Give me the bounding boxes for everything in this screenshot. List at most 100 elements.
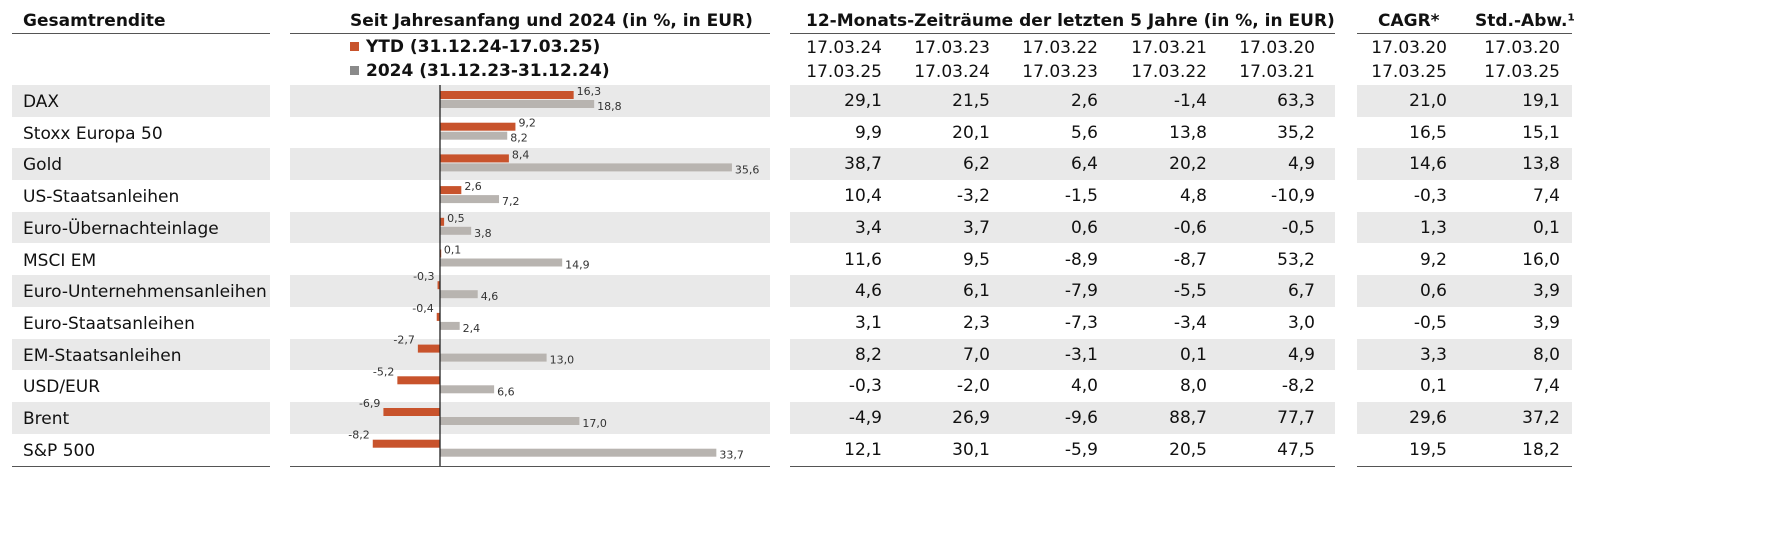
cagr-value: -0,3: [1413, 186, 1447, 207]
bar-ytd-4: [440, 217, 445, 226]
bar-2024-4: [440, 226, 472, 235]
cagr-value: 3,3: [1419, 344, 1447, 365]
row-band: [1357, 402, 1572, 434]
label-2024-5: 14,9: [565, 259, 590, 272]
period-value: 7,0: [962, 344, 990, 365]
period-value: 13,8: [1169, 122, 1207, 143]
label-ytd-8: -2,7: [393, 334, 414, 347]
bar-ytd-0: [440, 91, 574, 99]
rule-periods-top: [790, 33, 1335, 34]
row-band: [12, 148, 270, 181]
period-value: 26,9: [952, 408, 990, 428]
cagr-value: 0,1: [1419, 376, 1447, 397]
cagr-col-to-1: 17.03.25: [1484, 62, 1560, 82]
legend-label-ytd: YTD (31.12.24-17.03.25): [366, 37, 601, 57]
period-value: 6,2: [962, 154, 990, 175]
bar-ytd-6: [437, 281, 440, 290]
label-2024-2: 35,6: [735, 163, 760, 176]
std-value: 8,0: [1532, 344, 1560, 365]
period-from-2: 17.03.22: [1022, 38, 1098, 58]
cagr-value: 21,0: [1409, 91, 1447, 111]
label-2024-4: 3,8: [474, 227, 492, 240]
row-label: Euro-Unternehmensanleihen: [23, 282, 267, 303]
std-value: 7,4: [1532, 186, 1560, 207]
label-2024-7: 2,4: [463, 322, 481, 335]
label-ytd-6: -0,3: [413, 270, 434, 283]
label-2024-0: 18,8: [597, 100, 622, 113]
cagr-value: 29,6: [1409, 408, 1447, 428]
row-band: [290, 211, 770, 244]
bar-ytd-9: [397, 376, 440, 385]
bar-ytd-11: [372, 439, 440, 448]
period-value: -3,4: [1173, 312, 1207, 333]
bar-ytd-3: [440, 186, 462, 195]
rule-cagr-top: [1357, 33, 1572, 34]
bar-2024-11: [440, 448, 717, 457]
period-to-2: 17.03.23: [1022, 62, 1098, 82]
bar-2024-10: [440, 417, 580, 425]
row-label: EM-Staatsanleihen: [23, 345, 182, 366]
period-value: 20,5: [1169, 439, 1207, 460]
period-value: 3,0: [1287, 312, 1315, 333]
period-value: -7,3: [1064, 312, 1098, 333]
period-value: 3,7: [962, 217, 990, 238]
header-cagr: CAGR*: [1378, 11, 1440, 31]
cagr-value: 16,5: [1409, 122, 1447, 143]
period-value: -3,2: [956, 186, 990, 207]
bar-2024-7: [440, 321, 460, 330]
period-value: -8,2: [1281, 376, 1315, 397]
bar-2024-9: [440, 385, 495, 394]
period-to-4: 17.03.21: [1239, 62, 1315, 82]
period-value: 9,5: [962, 249, 990, 270]
period-value: 88,7: [1169, 408, 1207, 428]
row-band: [12, 338, 270, 371]
label-2024-9: 6,6: [497, 385, 515, 398]
period-value: -5,5: [1173, 281, 1207, 302]
period-from-1: 17.03.23: [914, 38, 990, 58]
row-label: DAX: [23, 92, 60, 112]
cagr-value: 14,6: [1409, 154, 1447, 175]
period-value: 53,2: [1277, 249, 1315, 270]
period-to-0: 17.03.25: [806, 62, 882, 82]
period-value: 30,1: [952, 439, 990, 460]
period-value: 3,4: [854, 217, 882, 238]
period-value: 6,4: [1070, 154, 1098, 175]
std-value: 0,1: [1532, 217, 1560, 238]
period-value: 2,3: [962, 312, 990, 333]
cagr-col-from-0: 17.03.20: [1371, 38, 1447, 58]
period-value: 8,2: [854, 344, 882, 365]
period-value: 4,0: [1070, 376, 1098, 397]
period-value: -0,5: [1281, 217, 1315, 238]
row-label: Euro-Übernachteinlage: [23, 218, 219, 239]
period-to-1: 17.03.24: [914, 62, 990, 82]
label-ytd-2: 8,4: [512, 148, 530, 161]
label-ytd-5: 0,1: [444, 244, 462, 257]
cagr-value: 0,6: [1419, 281, 1447, 302]
period-value: -7,9: [1064, 281, 1098, 302]
std-value: 15,1: [1522, 122, 1560, 143]
cagr-value: 1,3: [1419, 217, 1447, 238]
period-value: 9,9: [854, 122, 882, 143]
label-ytd-11: -8,2: [348, 429, 369, 442]
row-band: [1357, 338, 1572, 371]
period-value: 5,6: [1070, 122, 1098, 143]
row-band: [1357, 211, 1572, 244]
period-value: 6,1: [962, 281, 990, 302]
header-std: Std.-Abw.¹: [1475, 11, 1575, 31]
std-value: 18,2: [1522, 439, 1560, 460]
period-value: 63,3: [1277, 91, 1315, 111]
std-value: 37,2: [1522, 408, 1560, 428]
bar-2024-6: [440, 290, 478, 299]
period-value: -10,9: [1271, 186, 1315, 207]
legend-swatch-ytd: [350, 42, 359, 51]
period-value: -9,6: [1064, 408, 1098, 428]
row-band: [790, 275, 1335, 307]
row-band: [790, 148, 1335, 181]
period-value: 0,1: [1179, 344, 1207, 365]
period-value: -4,9: [848, 408, 882, 428]
period-value: -8,9: [1064, 249, 1098, 270]
row-band: [12, 402, 270, 434]
period-value: 3,1: [854, 312, 882, 333]
row-label: Stoxx Europa 50: [23, 123, 163, 144]
